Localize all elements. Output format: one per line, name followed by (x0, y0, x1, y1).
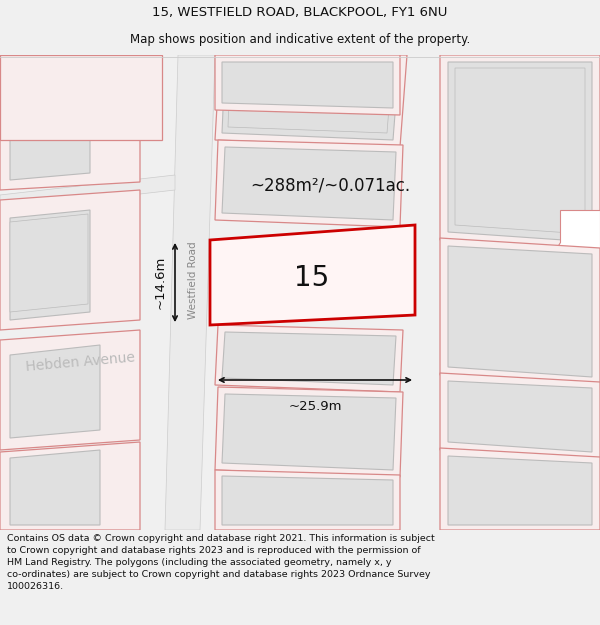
Polygon shape (210, 225, 415, 325)
Polygon shape (448, 62, 592, 242)
Polygon shape (0, 442, 140, 530)
Polygon shape (555, 210, 600, 250)
Text: 15: 15 (295, 264, 329, 292)
Polygon shape (440, 238, 600, 385)
Polygon shape (215, 55, 400, 115)
Polygon shape (222, 476, 393, 525)
Polygon shape (0, 190, 140, 330)
Polygon shape (0, 175, 175, 210)
Polygon shape (0, 55, 140, 190)
Text: Hebden Avenue: Hebden Avenue (25, 350, 135, 374)
Text: 15, WESTFIELD ROAD, BLACKPOOL, FY1 6NU: 15, WESTFIELD ROAD, BLACKPOOL, FY1 6NU (152, 6, 448, 19)
Polygon shape (455, 68, 585, 234)
Polygon shape (10, 345, 100, 438)
Polygon shape (222, 147, 396, 220)
Polygon shape (228, 68, 392, 133)
Text: ~14.6m: ~14.6m (154, 256, 167, 309)
Text: Westfield Road: Westfield Road (188, 241, 198, 319)
Polygon shape (165, 55, 215, 530)
Text: ~288m²/~0.071ac.: ~288m²/~0.071ac. (250, 176, 410, 194)
Polygon shape (10, 214, 88, 312)
Polygon shape (440, 373, 600, 460)
Polygon shape (0, 330, 140, 450)
Polygon shape (440, 55, 600, 250)
Polygon shape (448, 381, 592, 452)
Text: Map shows position and indicative extent of the property.: Map shows position and indicative extent… (130, 33, 470, 46)
Text: Contains OS data © Crown copyright and database right 2021. This information is : Contains OS data © Crown copyright and d… (7, 534, 435, 591)
Polygon shape (222, 332, 396, 385)
Polygon shape (222, 62, 393, 108)
Polygon shape (10, 450, 100, 525)
Polygon shape (215, 325, 403, 392)
Polygon shape (0, 55, 162, 140)
Polygon shape (222, 394, 396, 470)
Polygon shape (10, 90, 90, 180)
Polygon shape (10, 210, 90, 320)
Polygon shape (215, 140, 403, 227)
Polygon shape (215, 55, 407, 147)
Text: ~25.9m: ~25.9m (288, 400, 342, 413)
Polygon shape (448, 456, 592, 525)
Polygon shape (440, 448, 600, 530)
Polygon shape (222, 62, 399, 140)
Polygon shape (215, 387, 403, 477)
Polygon shape (448, 246, 592, 377)
Polygon shape (215, 470, 400, 530)
